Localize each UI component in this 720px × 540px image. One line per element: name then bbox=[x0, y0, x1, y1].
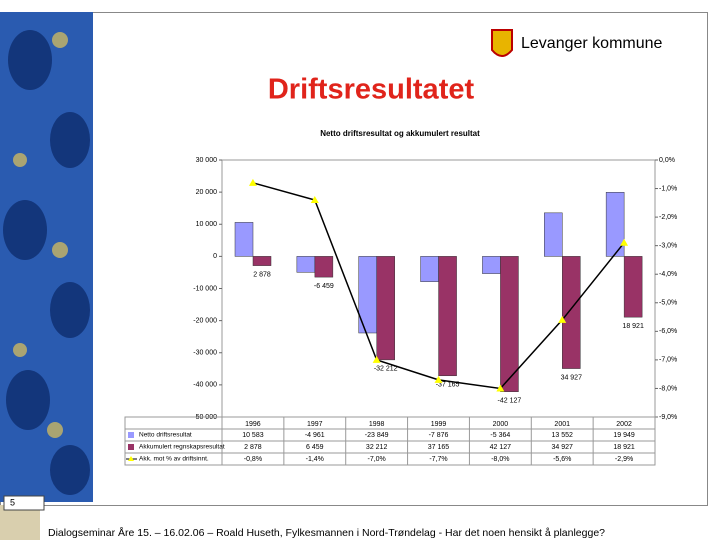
line-marker bbox=[558, 315, 567, 323]
table-value: 13 552 bbox=[552, 432, 574, 439]
bar bbox=[296, 256, 316, 273]
y2-tick-label: -1,0% bbox=[659, 185, 677, 192]
table-value: -7,7% bbox=[429, 456, 447, 463]
bar-label: -32 212 bbox=[374, 366, 398, 373]
table-value: 42 127 bbox=[490, 444, 512, 451]
bar bbox=[500, 256, 519, 392]
table-value: 37 165 bbox=[428, 444, 450, 451]
table-value: -4 961 bbox=[305, 432, 325, 439]
x-tick-label: 2001 bbox=[554, 421, 570, 428]
table-value: 19 949 bbox=[613, 432, 635, 439]
table-value: 6 459 bbox=[306, 444, 324, 451]
bar bbox=[252, 256, 272, 266]
footer: Dialogseminar Åre 15. – 16.02.06 – Roald… bbox=[48, 526, 605, 539]
bar-label: 18 921 bbox=[622, 323, 644, 330]
bar bbox=[562, 256, 581, 369]
bar bbox=[376, 256, 395, 361]
y-tick-label: 10 000 bbox=[196, 221, 218, 228]
chart-title: Netto driftsresultat og akkumulert resul… bbox=[320, 129, 480, 138]
y-tick-label: -30 000 bbox=[193, 350, 217, 357]
bar bbox=[544, 212, 563, 257]
y2-tick-label: -3,0% bbox=[659, 243, 677, 250]
logo-shield bbox=[491, 29, 513, 57]
bar bbox=[482, 256, 501, 274]
y-tick-label: 0 bbox=[213, 253, 217, 260]
legend-label: Netto driftsresultat bbox=[139, 432, 192, 439]
y-tick-label: 30 000 bbox=[196, 157, 218, 164]
line-marker bbox=[310, 195, 319, 203]
x-tick-label: 2000 bbox=[493, 421, 509, 428]
line-marker bbox=[496, 384, 505, 392]
x-tick-label: 1996 bbox=[245, 421, 261, 428]
logo-text: Levanger kommune bbox=[521, 35, 663, 52]
x-tick-label: 1998 bbox=[369, 421, 385, 428]
table-value: -5 364 bbox=[490, 432, 510, 439]
slide-number-box bbox=[3, 495, 45, 511]
decor-shapes bbox=[13, 32, 68, 438]
y-tick-label: 20 000 bbox=[196, 189, 218, 196]
table-value: -7 876 bbox=[429, 432, 449, 439]
y-tick-label: -20 000 bbox=[193, 317, 217, 324]
y2-tick-label: -4,0% bbox=[659, 271, 677, 278]
decor-strip bbox=[0, 12, 93, 502]
bar-label: 2 878 bbox=[253, 271, 271, 278]
bar bbox=[605, 192, 625, 257]
table-value: 2 878 bbox=[244, 444, 262, 451]
bar-label: -37 165 bbox=[436, 382, 460, 389]
x-tick-label: 2002 bbox=[616, 421, 632, 428]
table-value: -8,0% bbox=[491, 456, 509, 463]
line-marker bbox=[372, 355, 381, 363]
table-value: -1,4% bbox=[306, 456, 324, 463]
legend-swatch bbox=[128, 444, 134, 450]
bar-label: -42 127 bbox=[498, 398, 522, 405]
slide-number: 5 bbox=[10, 497, 15, 507]
y2-tick-label: -7,0% bbox=[659, 357, 677, 364]
table-value: 18 921 bbox=[613, 444, 635, 451]
table-value: -5,6% bbox=[553, 456, 571, 463]
y-tick-label: -10 000 bbox=[193, 285, 217, 292]
x-tick-label: 1997 bbox=[307, 421, 323, 428]
bar-label: -6 459 bbox=[314, 283, 334, 290]
legend-label: Akkumulert regnskapsresultat bbox=[139, 444, 225, 451]
y2-tick-label: -5,0% bbox=[659, 300, 677, 307]
bar bbox=[314, 256, 334, 278]
bar bbox=[438, 256, 457, 377]
legend-swatch bbox=[128, 432, 134, 438]
table-value: 32 212 bbox=[366, 444, 388, 451]
bar bbox=[234, 222, 254, 257]
bar bbox=[420, 256, 439, 282]
bar bbox=[623, 256, 643, 318]
line-marker bbox=[620, 238, 629, 246]
y2-tick-label: -2,0% bbox=[659, 214, 677, 221]
decor-horses bbox=[3, 30, 90, 495]
table-value: -2,9% bbox=[615, 456, 633, 463]
y2-tick-label: -9,0% bbox=[659, 414, 677, 421]
line-marker bbox=[248, 178, 257, 186]
legend-marker bbox=[128, 456, 134, 461]
y2-tick-label: -8,0% bbox=[659, 385, 677, 392]
y-tick-label: -40 000 bbox=[193, 382, 217, 389]
table-value: -23 849 bbox=[365, 432, 389, 439]
legend-label: Akk. mot % av driftsinnt. bbox=[139, 456, 209, 463]
table-value: 10 583 bbox=[242, 432, 264, 439]
table-value: 34 927 bbox=[552, 444, 574, 451]
table-value: -0,8% bbox=[244, 456, 262, 463]
corner-decor bbox=[0, 505, 40, 540]
y2-tick-label: 0,0% bbox=[659, 157, 675, 164]
line-marker bbox=[434, 375, 443, 383]
slide-title: Driftsresultatet bbox=[268, 74, 475, 106]
x-tick-label: 1999 bbox=[431, 421, 447, 428]
bar-label: 34 927 bbox=[561, 374, 583, 381]
table-value: -7,0% bbox=[367, 456, 385, 463]
y2-tick-label: -6,0% bbox=[659, 328, 677, 335]
